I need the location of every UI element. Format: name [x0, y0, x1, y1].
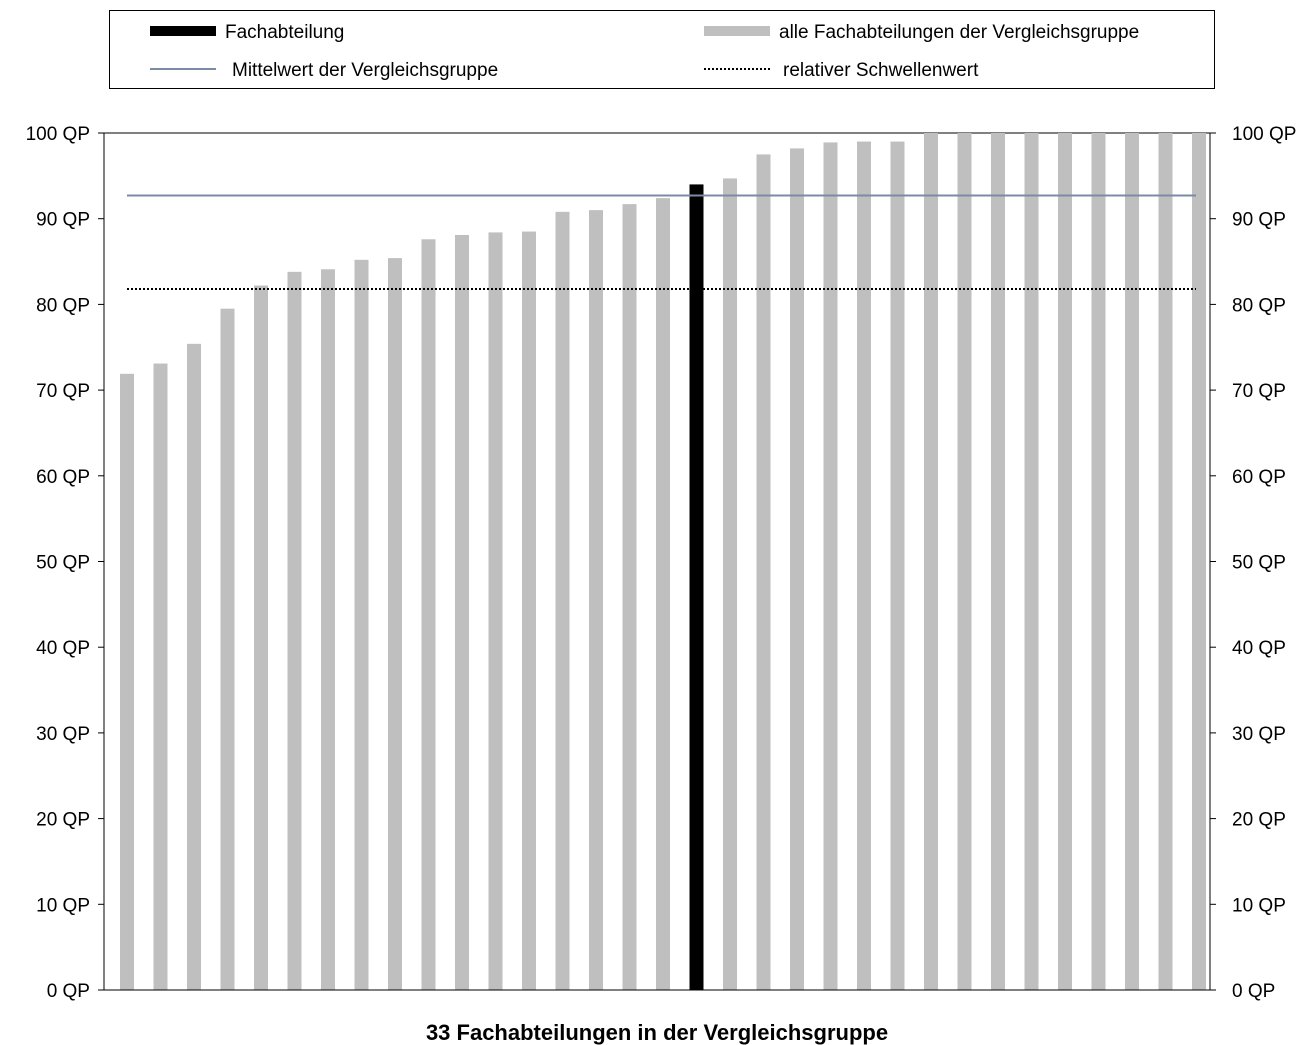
bar [421, 239, 436, 990]
legend-label-schwellenwert: relativer Schwellenwert [783, 60, 979, 81]
bar [890, 141, 905, 990]
plot-area: 0 QP 0 QP 10 QP 10 QP 20 QP 20 QP 30 QP 30 QP 40… [26, 124, 1297, 1002]
bar [790, 148, 804, 990]
legend-frame [109, 10, 1215, 89]
bar [723, 178, 737, 990]
bar [153, 363, 168, 991]
y-tick-label-left: 0 QP [47, 981, 90, 1002]
y-tick-label-left: 40 QP [36, 638, 90, 659]
bar [991, 133, 1005, 990]
y-tick-label-right: 50 QP [1232, 553, 1286, 574]
y-tick-label-right: 100 QP [1232, 124, 1296, 145]
y-tick-label-right: 60 QP [1232, 467, 1286, 488]
y-tick-label-right: 70 QP [1232, 381, 1286, 402]
bar [1125, 133, 1139, 990]
legend-swatch-vergleichsgruppe [704, 26, 770, 36]
bar [857, 141, 871, 990]
bar [1158, 133, 1173, 990]
y-tick-label-left: 60 QP [36, 467, 90, 488]
legend-swatch-fachabteilung [150, 26, 216, 36]
y-tick-label-left: 100 QP [26, 124, 90, 145]
bar [254, 285, 268, 990]
bar [555, 211, 570, 990]
bar [957, 133, 972, 990]
bar [522, 231, 536, 990]
bar [354, 259, 369, 990]
bar [120, 373, 134, 990]
y-tick-label-left: 20 QP [36, 810, 90, 831]
bar [321, 269, 335, 990]
bar [287, 271, 302, 991]
y-tick-label-left: 30 QP [36, 724, 90, 745]
y-tick-label-left: 50 QP [36, 553, 90, 574]
bar [220, 308, 235, 990]
bar [656, 198, 670, 990]
legend-label-fachabteilung: Fachabteilung [225, 22, 344, 43]
bar [924, 133, 938, 990]
legend: Fachabteilung alle Fachabteilungen der V… [109, 10, 1215, 89]
y-tick-label-left: 80 QP [36, 295, 90, 316]
bar [622, 204, 637, 991]
y-tick-label-right: 40 QP [1232, 638, 1286, 659]
y-tick-label-left: 90 QP [36, 210, 90, 231]
bar [1091, 133, 1106, 990]
bar [756, 154, 771, 991]
y-tick-label-right: 90 QP [1232, 210, 1286, 231]
y-tick-label-right: 0 QP [1232, 981, 1275, 1002]
y-tick-label-right: 30 QP [1232, 724, 1286, 745]
legend-label-vergleichsgruppe: alle Fachabteilungen der Vergleichsgrupp… [779, 22, 1139, 43]
bar [589, 210, 603, 990]
y-tick-label-right: 80 QP [1232, 295, 1286, 316]
bar [1058, 133, 1072, 990]
x-axis-label: 33 Fachabteilungen in der Vergleichsgrup… [426, 1020, 888, 1045]
y-tick-label-left: 10 QP [36, 895, 90, 916]
y-tick-label-left: 70 QP [36, 381, 90, 402]
bar [488, 232, 503, 991]
bar [455, 234, 469, 990]
bar [1192, 133, 1206, 990]
y-tick-label-right: 10 QP [1232, 895, 1286, 916]
legend-label-mittelwert: Mittelwert der Vergleichsgruppe [232, 60, 498, 81]
bar-highlighted [689, 184, 704, 991]
bar [823, 142, 838, 990]
bar [187, 343, 201, 990]
y-tick-label-right: 20 QP [1232, 810, 1286, 831]
bar [388, 258, 402, 990]
bar [1024, 133, 1039, 990]
